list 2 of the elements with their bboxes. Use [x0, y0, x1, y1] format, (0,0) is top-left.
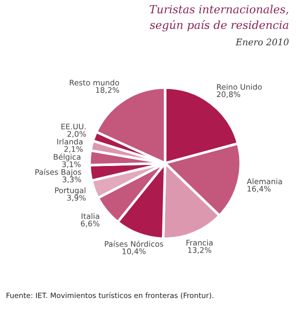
- chart-subtitle: Enero 2010: [236, 38, 289, 46]
- chart-title: Turistas internacionales, según país de residencia: [150, 4, 288, 32]
